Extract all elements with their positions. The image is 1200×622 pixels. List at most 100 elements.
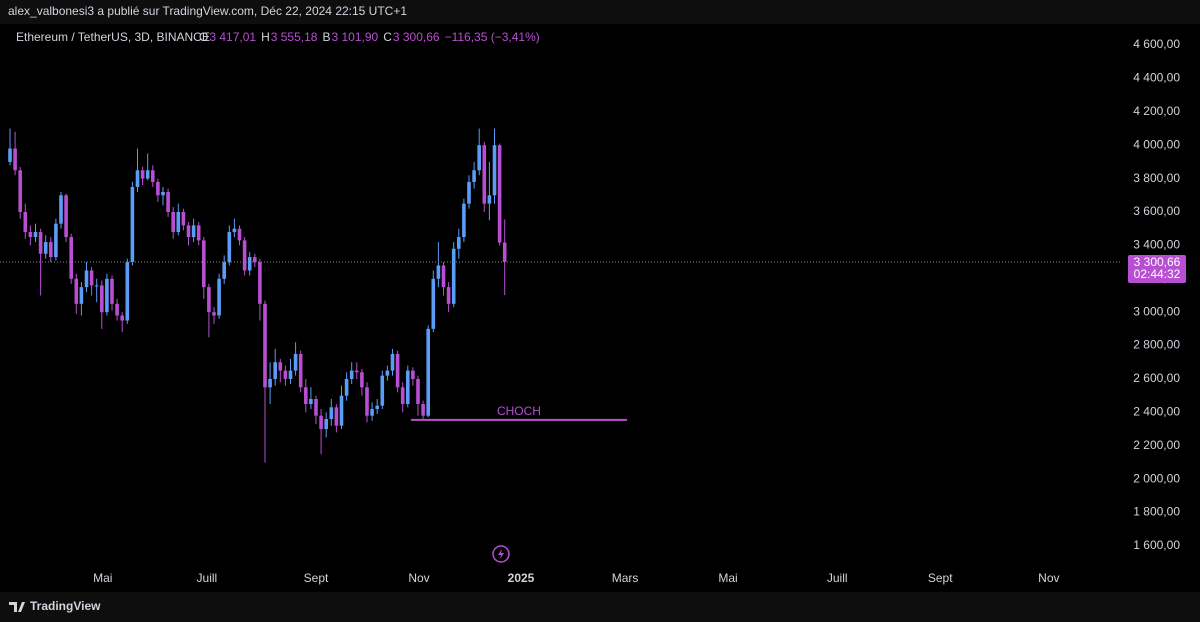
y-tick-label: 4 000,00 xyxy=(1133,137,1180,151)
candle-body xyxy=(54,223,58,258)
candle-body xyxy=(186,225,191,238)
x-tick-label: Sept xyxy=(304,571,329,585)
candle-body xyxy=(64,195,68,238)
x-tick-label: 2025 xyxy=(508,571,535,585)
candle-body xyxy=(222,262,226,279)
legend-key: B xyxy=(322,30,330,44)
choch-label: CHOCH xyxy=(497,404,541,418)
candle-body xyxy=(181,211,186,226)
candle-body xyxy=(196,225,201,241)
y-tick-label: 2 400,00 xyxy=(1133,405,1180,419)
candle-body xyxy=(201,240,206,288)
price-label-box xyxy=(1128,254,1186,283)
candle-body xyxy=(451,248,456,304)
candle-body xyxy=(431,278,436,329)
y-tick-label: 4 600,00 xyxy=(1133,37,1180,51)
candle-body xyxy=(456,237,461,249)
x-tick-label: Juill xyxy=(827,571,848,585)
brand: TradingView xyxy=(30,599,101,613)
candle-body xyxy=(94,285,99,287)
candle-body xyxy=(38,232,43,254)
candle-body xyxy=(502,242,507,262)
candle-body xyxy=(237,228,242,241)
candle-body xyxy=(487,195,492,204)
candle-body xyxy=(99,285,104,313)
candle-body xyxy=(334,407,339,426)
y-tick-label: 1 800,00 xyxy=(1133,505,1180,519)
candle-body xyxy=(273,362,277,379)
x-tick-label: Mai xyxy=(718,571,737,585)
candle-body xyxy=(288,370,293,379)
candle-body xyxy=(140,170,145,179)
legend-key: H xyxy=(261,30,270,44)
candle-body xyxy=(344,378,349,396)
candle-body xyxy=(375,405,379,410)
brand-logo xyxy=(9,602,25,612)
candle-body xyxy=(161,191,165,196)
candle-body xyxy=(176,211,181,233)
candle-body xyxy=(298,353,303,388)
x-tick-label: Nov xyxy=(408,571,429,585)
candle-body xyxy=(365,387,369,416)
candle-body xyxy=(400,387,405,405)
candle-body xyxy=(59,195,63,224)
y-tick-label: 3 400,00 xyxy=(1133,238,1180,252)
candle-body xyxy=(380,375,385,406)
candle-body xyxy=(207,287,211,313)
candle-body xyxy=(23,211,28,233)
candle-body xyxy=(319,415,323,430)
y-tick-label: 3 600,00 xyxy=(1133,204,1180,218)
top-bar xyxy=(0,0,1200,24)
candle-body xyxy=(395,353,400,388)
candle-body xyxy=(212,312,216,316)
candle-body xyxy=(339,395,344,426)
candle-body xyxy=(421,404,425,416)
candle-body xyxy=(84,270,89,288)
y-tick-label: 2 800,00 xyxy=(1133,338,1180,352)
candle-body xyxy=(74,278,79,304)
candle-body xyxy=(349,370,354,379)
candle-body xyxy=(263,303,267,388)
candle-body xyxy=(18,170,22,212)
y-tick-label: 1 600,00 xyxy=(1133,538,1180,552)
candle-body xyxy=(156,181,160,196)
y-tick-label: 3 000,00 xyxy=(1133,304,1180,318)
candle-body xyxy=(426,328,430,416)
candle-body xyxy=(492,145,497,196)
candle-body xyxy=(436,265,441,279)
candle-body xyxy=(145,170,150,179)
candle-body xyxy=(360,372,364,388)
candle-body xyxy=(482,145,487,204)
x-tick-label: Nov xyxy=(1038,571,1059,585)
candle-body xyxy=(385,370,390,376)
symbol: Ethereum / TetherUS, 3D, BINANCE xyxy=(16,30,210,44)
candle-body xyxy=(472,170,476,182)
candle-body xyxy=(252,257,257,263)
candle-body xyxy=(135,170,140,187)
legend-change: −116,35 (−3,41%) xyxy=(445,30,540,44)
candle-body xyxy=(314,398,318,416)
y-tick-label: 3 800,00 xyxy=(1133,171,1180,185)
candle-body xyxy=(411,370,415,379)
countdown: 02:44:32 xyxy=(1134,267,1181,281)
bottom-bar xyxy=(0,592,1200,622)
candle-body xyxy=(247,257,252,271)
candle-body xyxy=(283,370,288,379)
x-tick-label: Sept xyxy=(928,571,953,585)
candle-body xyxy=(268,378,272,388)
legend-value: 3 555,18 xyxy=(271,30,318,44)
y-tick-label: 4 400,00 xyxy=(1133,71,1180,85)
legend-value: 3 101,90 xyxy=(331,30,378,44)
x-tick-label: Juill xyxy=(197,571,218,585)
candle-body xyxy=(390,353,395,371)
candle-body xyxy=(354,370,359,373)
candle-body xyxy=(497,145,502,243)
price-label: 3 300,66 xyxy=(1134,255,1181,269)
candle-body xyxy=(8,148,12,162)
candle-body xyxy=(28,232,33,238)
candle-body xyxy=(13,148,17,171)
candle-body xyxy=(467,181,471,204)
lightning-icon xyxy=(492,545,510,563)
